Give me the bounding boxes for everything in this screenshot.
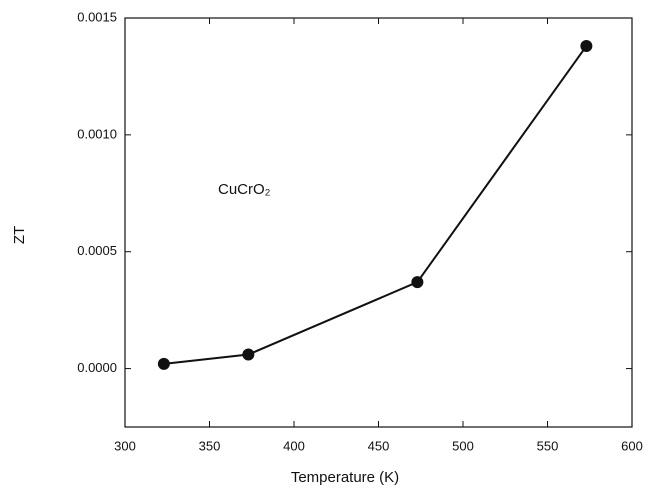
data-point	[580, 40, 593, 53]
data-line	[163, 45, 588, 365]
x-tick-label: 400	[283, 438, 305, 453]
data-point	[157, 357, 170, 370]
x-tick-label: 550	[537, 438, 559, 453]
y-tick-label: 0.0000	[77, 360, 117, 375]
data-point	[242, 348, 255, 361]
y-tick-label: 0.0015	[77, 9, 117, 24]
plot-frame	[124, 17, 633, 428]
annotation: CuCrO₂	[218, 181, 271, 198]
y-tick-label: 0.0005	[77, 243, 117, 258]
x-tick-label: 500	[452, 438, 474, 453]
y-axis-label: ZT	[11, 226, 28, 244]
x-tick-label: 350	[199, 438, 221, 453]
x-tick-label: 300	[114, 438, 136, 453]
x-axis-label: Temperature (K)	[291, 469, 399, 486]
x-tick-label: 450	[368, 438, 390, 453]
x-tick-label: 600	[621, 438, 643, 453]
data-point	[411, 276, 424, 289]
y-tick-label: 0.0010	[77, 126, 117, 141]
